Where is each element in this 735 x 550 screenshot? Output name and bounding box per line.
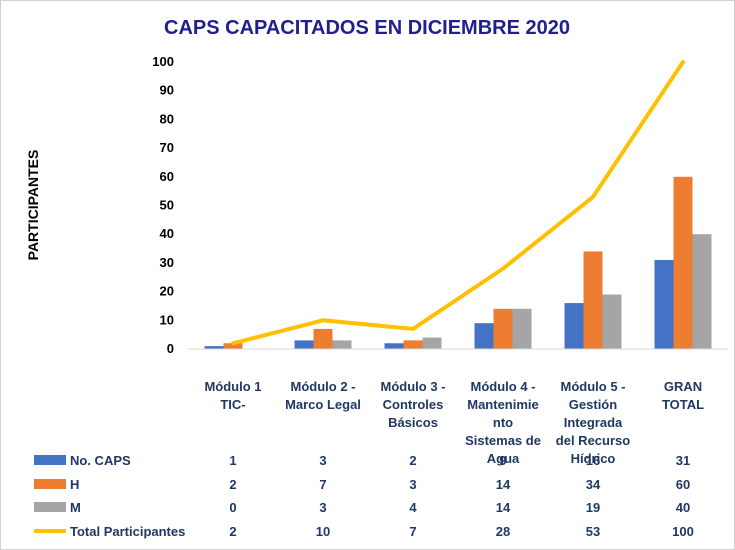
y-tick-label: 30: [160, 255, 174, 270]
table-value: 4: [409, 500, 417, 515]
legend-label: Total Participantes: [70, 524, 185, 539]
total-line: [231, 60, 685, 346]
bar: [512, 308, 532, 349]
y-tick-label: 20: [160, 284, 174, 299]
data-table: No. CAPS 1 3 2 9 16 31H 2 7 3 14 34 60M 0 3 4 14 19 40Tota…: [34, 453, 694, 539]
y-ticks: 0 10 20 30 40 50 60 70 80 90 100: [152, 54, 174, 356]
y-tick-label: 40: [160, 226, 174, 241]
bar: [602, 294, 622, 349]
table-value: 60: [676, 477, 690, 492]
bar: [313, 328, 333, 349]
y-tick-label: 60: [160, 169, 174, 184]
table-value: 7: [319, 477, 326, 492]
bar: [493, 308, 513, 349]
table-value: 2: [409, 453, 416, 468]
table-value: 34: [586, 477, 601, 492]
legend-label: No. CAPS: [70, 453, 131, 468]
table-value: 0: [229, 500, 236, 515]
bar: [332, 340, 352, 349]
y-tick-label: 70: [160, 140, 174, 155]
legend-key: [34, 502, 66, 512]
table-value: 16: [586, 453, 600, 468]
legend-key: [34, 479, 66, 489]
legend-label: H: [70, 477, 79, 492]
bars: [204, 176, 712, 349]
table-value: 2: [229, 477, 236, 492]
table-value: 7: [409, 524, 416, 539]
bar: [692, 234, 712, 349]
table-value: 19: [586, 500, 600, 515]
table-value: 3: [319, 500, 326, 515]
category-label: Módulo 4 -Mantenimie nto Sistemas de Agua: [465, 379, 541, 466]
bar: [403, 340, 423, 349]
legend-label: M: [70, 500, 81, 515]
table-value: 40: [676, 500, 690, 515]
category-label: Módulo 1 TIC-: [204, 379, 261, 412]
category-labels: Módulo 1 TIC- Módulo 2 -Marco Legal Módulo …: [204, 379, 704, 466]
y-tick-label: 0: [167, 341, 174, 356]
bar: [223, 343, 243, 349]
table-value: 28: [496, 524, 510, 539]
table-value: 2: [229, 524, 236, 539]
table-value: 3: [319, 453, 326, 468]
bar: [384, 343, 404, 349]
table-value: 53: [586, 524, 600, 539]
table-value: 3: [409, 477, 416, 492]
bar: [564, 303, 584, 349]
line-series: [231, 60, 685, 346]
bar: [673, 176, 693, 349]
y-tick-label: 80: [160, 111, 174, 126]
y-tick-label: 50: [160, 198, 174, 213]
category-label: GRAN TOTAL: [662, 379, 704, 412]
table-value: 10: [316, 524, 330, 539]
table-value: 14: [496, 500, 511, 515]
category-label: Módulo 2 -Marco Legal: [285, 379, 361, 412]
y-tick-label: 90: [160, 83, 174, 98]
bar: [204, 346, 224, 349]
category-label: Módulo 3 -Controles Básicos: [381, 379, 446, 430]
bar: [654, 260, 674, 349]
bar: [583, 251, 603, 349]
bar: [294, 340, 314, 349]
table-value: 9: [499, 453, 506, 468]
category-label: Módulo 5 -Gestión Integrada del Recurso Híd…: [556, 379, 630, 466]
table-value: 14: [496, 477, 511, 492]
y-tick-label: 10: [160, 312, 174, 327]
chart-title: CAPS CAPACITADOS EN DICIEMBRE 2020: [164, 17, 570, 39]
table-value: 31: [676, 453, 690, 468]
bar: [422, 337, 442, 349]
table-value: 1: [229, 453, 236, 468]
legend-key: [34, 455, 66, 465]
bar: [474, 323, 494, 349]
y-tick-label: 100: [152, 54, 174, 69]
table-value: 100: [672, 524, 694, 539]
y-axis-label: PARTICIPANTES: [25, 150, 41, 261]
